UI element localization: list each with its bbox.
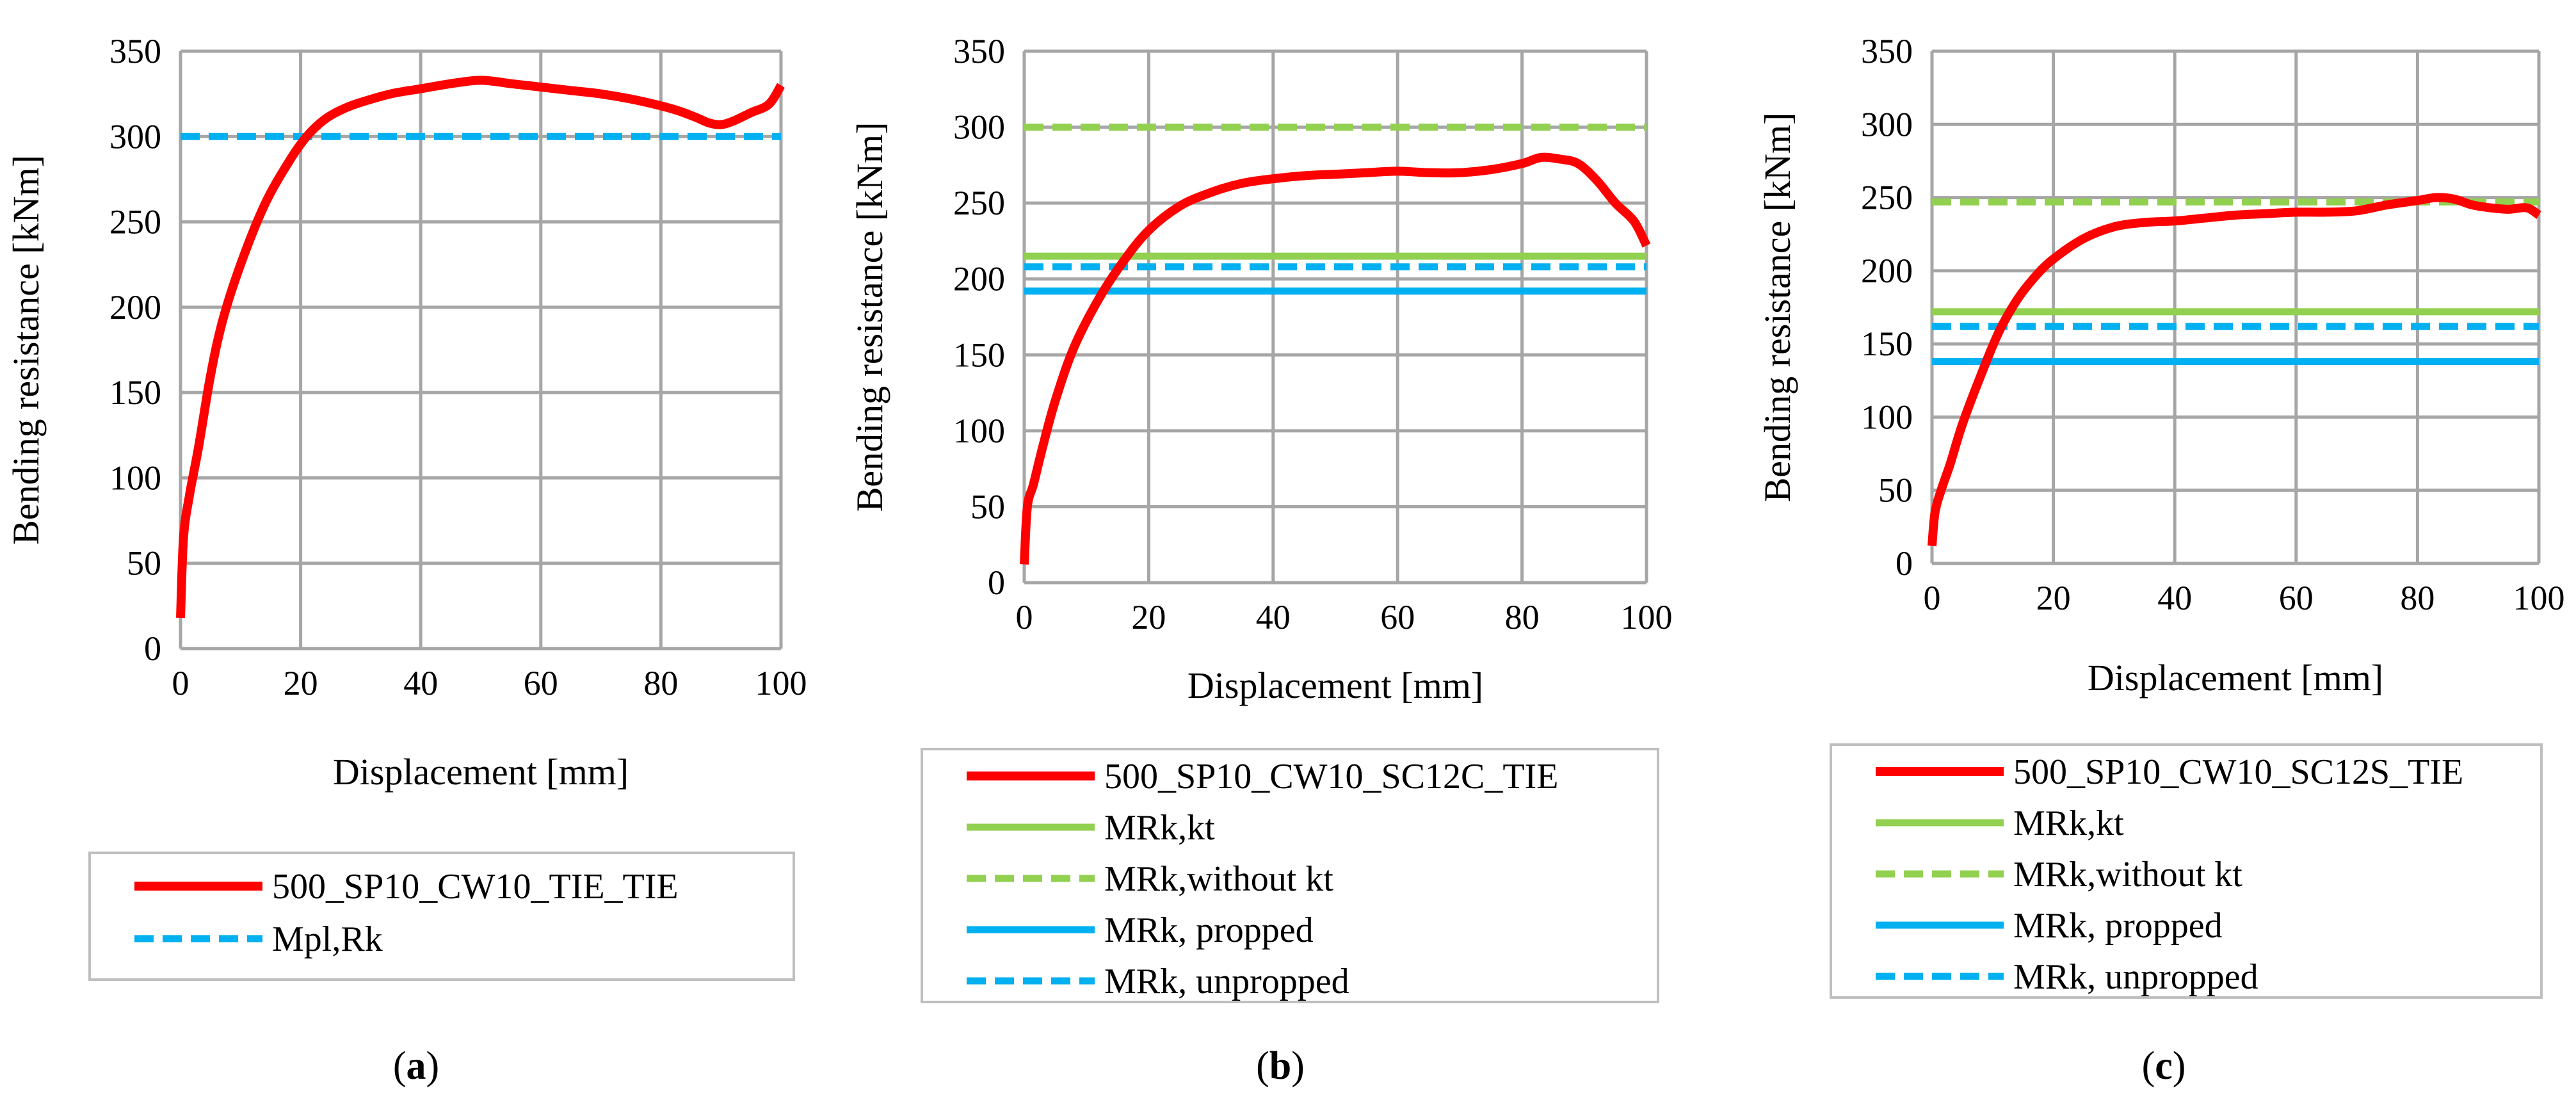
legend-label: MRk, propped [1104,910,1314,950]
x-tick-label: 0 [172,664,189,702]
panel-c: 0 20 40 60 80 100 0 50 100 150 200 250 300 350 Displac… [1757,32,2565,1088]
y-tick-label: 350 [953,32,1005,70]
series-line-500-sp10-cw10-sc12s-tie [1928,193,2541,547]
y-tick-label: 200 [953,260,1005,298]
x-axis-label: Displacement [mm] [1187,665,1483,706]
y-tick-label: 350 [1861,32,1913,70]
legend-label: 500_SP10_CW10_SC12C_TIE [1104,757,1558,796]
y-axis-label: Bending resistance [kNm] [849,122,890,512]
legend-label: Mpl,Rk [272,919,383,959]
x-tick-label: 40 [2157,579,2192,617]
x-tick-label: 20 [1131,598,1166,636]
x-tick-label: 80 [1505,598,1540,636]
x-tick-label: 80 [2400,579,2435,617]
legend-label: MRk, propped [2013,906,2223,946]
y-axis-label: Bending resistance [kNm] [1757,113,1798,503]
x-tick-label: 100 [755,664,807,702]
legend-label: MRk, unpropped [2013,957,2258,997]
y-tick-label: 300 [1861,105,1913,143]
series-line-500-sp10-cw10-sc12c-tie [1020,152,1651,565]
y-tick-label: 300 [953,108,1005,147]
x-tick-label: 0 [1016,598,1033,636]
y-tick-label: 250 [109,203,161,241]
legend-label: 500_SP10_CW10_TIE_TIE [272,867,679,907]
legend-label: MRk,kt [1104,808,1215,848]
panel-caption: (c) [2142,1044,2186,1088]
x-axis-label: Displacement [mm] [2088,657,2383,699]
series-line-500-sp10-cw10-tie-tie [176,76,785,618]
legend-label: 500_SP10_CW10_SC12S_TIE [2013,752,2463,792]
y-tick-label: 250 [1861,179,1913,217]
panel-caption: (a) [393,1044,439,1088]
x-tick-label: 0 [1924,579,1941,617]
y-tick-label: 150 [1861,325,1913,363]
y-tick-label: 0 [144,629,161,668]
panel-a: 0 20 40 60 80 100 0 50 100 150 200 250 300 350 Displac… [5,32,807,1088]
y-tick-label: 200 [109,288,161,327]
y-tick-label: 250 [953,184,1005,222]
y-tick-label: 150 [953,335,1005,374]
panel-b: 0 20 40 60 80 100 0 50 100 150 200 250 300 350 Displac… [849,32,1673,1088]
y-tick-label: 300 [109,117,161,156]
y-tick-label: 50 [127,544,161,583]
x-tick-label: 100 [2513,579,2565,617]
y-tick-label: 0 [1896,544,1913,583]
x-tick-label: 40 [403,664,438,702]
legend-label: MRk,without kt [1104,859,1333,899]
y-axis-label: Bending resistance [kNm] [5,155,47,545]
y-tick-label: 100 [953,412,1005,450]
x-tick-label: 40 [1256,598,1291,636]
y-tick-label: 350 [109,32,161,70]
x-tick-label: 20 [284,664,318,702]
legend-label: MRk,kt [2013,804,2124,843]
x-tick-label: 60 [1380,598,1415,636]
legend-box [921,748,1659,1003]
legend-label: MRk, unpropped [1104,962,1349,1001]
x-axis-label: Displacement [mm] [333,751,629,793]
y-tick-label: 200 [1861,252,1913,290]
x-tick-label: 20 [2036,579,2071,617]
legend-box [88,852,795,981]
panel-caption: (b) [1256,1044,1305,1088]
y-tick-label: 50 [1878,471,1913,510]
y-tick-label: 100 [1861,398,1913,436]
y-tick-label: 150 [109,373,161,412]
x-tick-label: 80 [643,664,678,702]
x-tick-label: 60 [2279,579,2314,617]
y-tick-label: 50 [970,487,1005,526]
x-tick-label: 60 [524,664,558,702]
legend-label: MRk,without kt [2013,855,2242,894]
y-tick-label: 100 [109,458,161,497]
y-tick-label: 0 [988,563,1005,602]
x-tick-label: 100 [1621,598,1673,636]
